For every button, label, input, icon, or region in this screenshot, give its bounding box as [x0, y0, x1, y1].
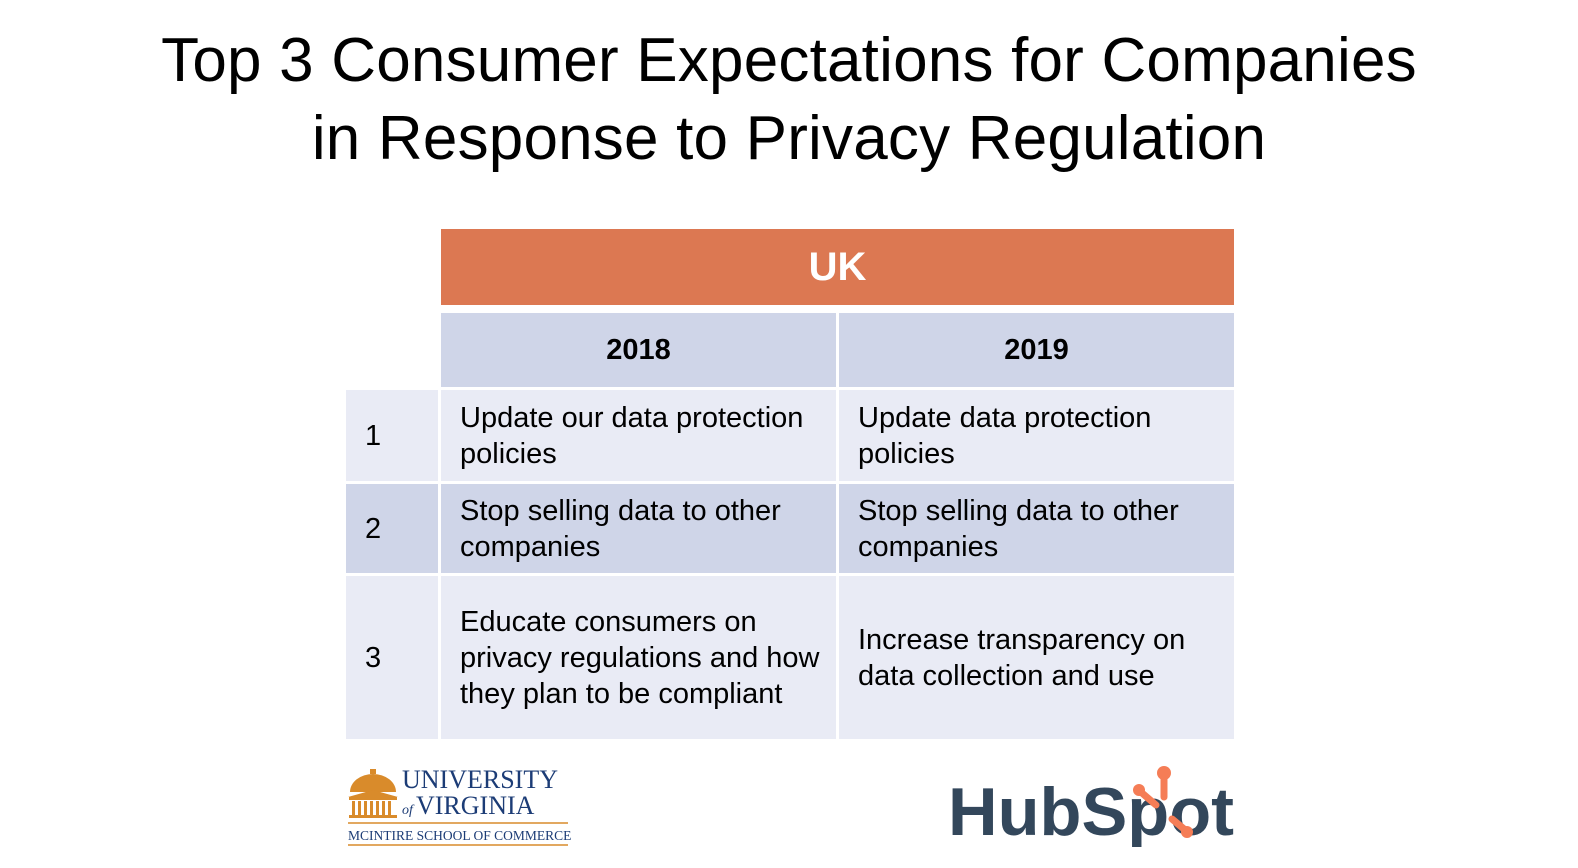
- table-cell-2019: Stop selling data to other companies: [839, 484, 1234, 573]
- title-line-2: in Response to Privacy Regulation: [311, 104, 1267, 173]
- hubspot-logo: HubSpot: [948, 766, 1234, 847]
- rank-cell: 2: [346, 484, 438, 573]
- page-title: Top 3 Consumer Expectations for Companie…: [0, 22, 1578, 178]
- sprocket-icon: [1138, 773, 1188, 833]
- uva-name-line-2: VIRGINIA: [416, 791, 535, 820]
- table-cell-2019: Update data protection policies: [839, 390, 1234, 481]
- region-banner: UK: [441, 229, 1234, 305]
- column-header-2018: 2018: [441, 313, 836, 387]
- rotunda-icon: [348, 769, 398, 818]
- column-header-2019: 2019: [839, 313, 1234, 387]
- uva-mcintire-logo: UNIVERSITY VIRGINIA of MCINTIRE SCHOOL O…: [348, 765, 571, 846]
- table-cell-2018: Stop selling data to other companies: [441, 484, 836, 573]
- uva-of-glyph: of: [402, 803, 415, 818]
- uva-school-name: MCINTIRE SCHOOL OF COMMERCE: [348, 828, 571, 843]
- table-cell-2018: Update our data protection policies: [441, 390, 836, 481]
- rank-cell: 1: [346, 390, 438, 481]
- table-cell-2019: Increase transparency on data collection…: [839, 576, 1234, 739]
- uva-name-line-1: UNIVERSITY: [402, 765, 558, 794]
- title-line-1: Top 3 Consumer Expectations for Companie…: [161, 26, 1417, 95]
- table-cell-2018: Educate consumers on privacy regulations…: [441, 576, 836, 739]
- rank-cell: 3: [346, 576, 438, 739]
